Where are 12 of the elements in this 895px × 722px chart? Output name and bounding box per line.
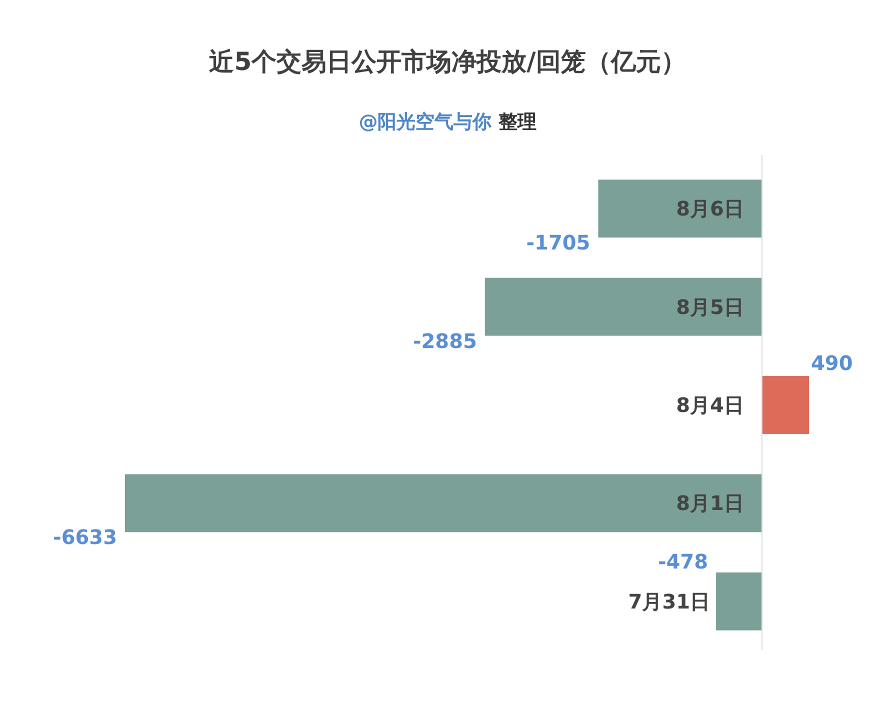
data-label: 490 <box>811 351 853 376</box>
chart-title: 近5个交易日公开市场净投放/回笼（亿元） <box>209 47 686 76</box>
chart-subtitle: @阳光空气与你 整理 <box>358 111 536 133</box>
y-tick-label: 8月6日 <box>676 196 744 221</box>
data-label: -6633 <box>53 525 117 550</box>
data-label: -2885 <box>412 328 477 353</box>
y-tick-label: 7月31日 <box>628 589 710 614</box>
y-tick-label: 8月1日 <box>676 491 744 516</box>
y-tick-label: 8月4日 <box>676 393 744 417</box>
data-label: -478 <box>658 549 708 574</box>
data-label: -1705 <box>526 230 590 255</box>
y-tick-label: 8月5日 <box>676 294 744 319</box>
